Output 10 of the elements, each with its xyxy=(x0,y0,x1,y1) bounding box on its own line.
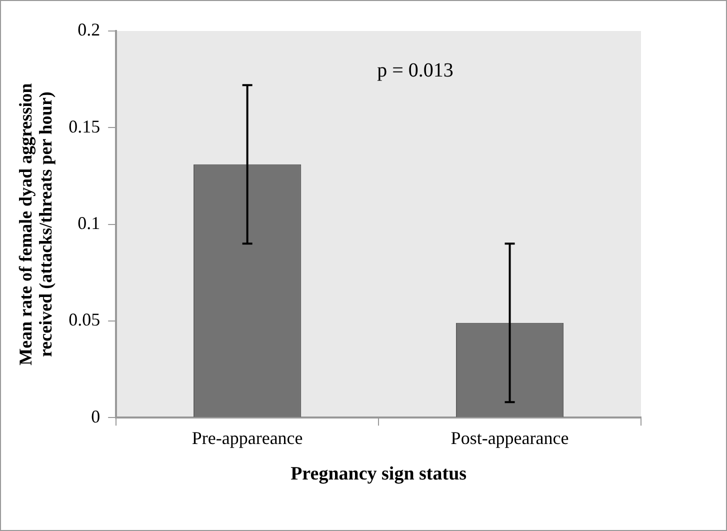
y-tick-label: 0 xyxy=(91,406,100,426)
y-tick-label: 0.05 xyxy=(68,310,100,330)
annotation: p = 0.013 xyxy=(377,59,454,82)
x-tick-label: Post-appearance xyxy=(450,428,569,448)
y-axis-title: Mean rate of female dyad aggression received (attacks/threats per hour) xyxy=(16,83,56,366)
y-tick-label: 0.1 xyxy=(78,213,100,234)
y-tick-label: 0.15 xyxy=(68,116,100,136)
x-tick-label: Pre-appareance xyxy=(192,428,303,448)
y-tick-label: 0.2 xyxy=(78,20,100,40)
x-axis-title: Pregnancy sign status xyxy=(290,464,467,485)
